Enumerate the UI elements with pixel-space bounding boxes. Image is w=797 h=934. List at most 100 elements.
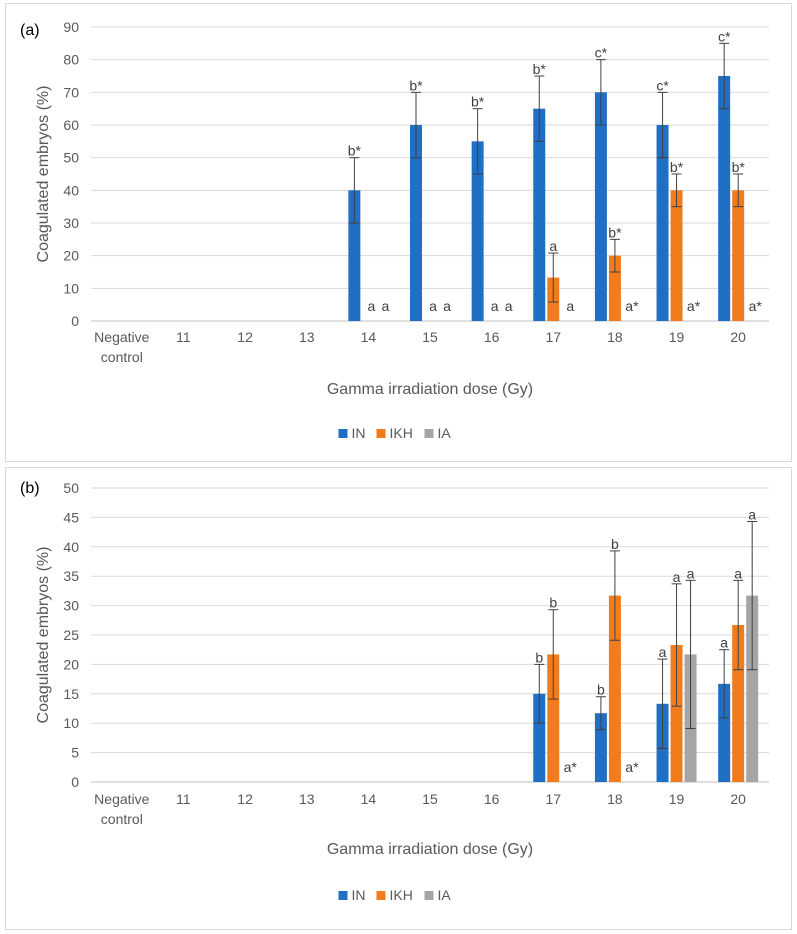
significance-label: a* — [625, 298, 639, 314]
bar-ikh — [671, 190, 683, 321]
legend-swatch-ia — [425, 891, 434, 900]
x-tick-label: 12 — [237, 329, 253, 345]
legend-label-ia: IA — [438, 887, 452, 903]
y-tick-label: 30 — [63, 215, 79, 231]
x-tick-label: 15 — [422, 329, 438, 345]
chart-panel-b: (b) 0 5 10 15 20 25 30 35 40 45 50 Coagulated embryo… — [5, 467, 792, 930]
significance-label: a — [381, 298, 389, 314]
y-tick-label: 60 — [63, 117, 79, 133]
x-tick-label: 17 — [545, 791, 561, 807]
y-tick-label: 50 — [63, 150, 79, 166]
significance-label: a* — [564, 759, 578, 775]
chart-b-svg: (b) 0 5 10 15 20 25 30 35 40 45 50 Coagulated embryo… — [6, 468, 793, 931]
x-tick-label: 20 — [730, 791, 746, 807]
y-axis-title: Coagulated embryos (%) — [35, 547, 52, 724]
significance-label: b* — [533, 61, 547, 77]
x-tick-label: 17 — [545, 329, 561, 345]
significance-label: b — [535, 649, 543, 665]
panel-label: (b) — [20, 480, 40, 497]
legend-label-in: IN — [352, 887, 366, 903]
significance-label: b* — [732, 159, 746, 175]
significance-label: a — [748, 507, 756, 523]
x-tick-label: 14 — [361, 791, 377, 807]
chart-a-svg: (a) 0 10 20 30 40 50 60 70 80 90 Coagulated embryos… — [6, 4, 793, 463]
x-axis-title: Gamma irradiation dose (Gy) — [327, 841, 533, 858]
y-tick-label: 5 — [71, 745, 79, 761]
significance-label: a — [720, 635, 728, 651]
y-tick-label: 50 — [63, 480, 79, 496]
y-tick-label: 30 — [63, 598, 79, 614]
x-tick-label: 18 — [607, 791, 623, 807]
legend-label-ikh: IKH — [390, 887, 413, 903]
legend-label-ikh: IKH — [390, 425, 413, 441]
significance-label: a — [673, 569, 681, 585]
y-tick-label: 70 — [63, 84, 79, 100]
significance-label: c* — [595, 45, 608, 61]
significance-label: c* — [656, 77, 669, 93]
significance-label: a* — [687, 298, 701, 314]
bar-ikh — [732, 190, 744, 321]
y-tick-label: 40 — [63, 539, 79, 555]
x-axis-title: Gamma irradiation dose (Gy) — [327, 381, 533, 398]
significance-label: a* — [749, 298, 763, 314]
significance-label: a — [443, 298, 451, 314]
significance-label: a — [505, 298, 513, 314]
legend-swatch-ikh — [377, 891, 386, 900]
legend-label-in: IN — [352, 425, 366, 441]
significance-label: b* — [409, 77, 423, 93]
x-tick-label: 16 — [484, 791, 500, 807]
chart-panel-a: (a) 0 10 20 30 40 50 60 70 80 90 Coagulated embryos… — [5, 3, 792, 462]
significance-label: a* — [625, 759, 639, 775]
x-tick-label: 11 — [176, 791, 191, 807]
legend-swatch-in — [339, 429, 348, 438]
panel-label: (a) — [20, 22, 40, 39]
y-tick-label: 15 — [63, 686, 79, 702]
x-tick-label: 11 — [176, 329, 191, 345]
y-tick-label: 80 — [63, 52, 79, 68]
significance-label: b — [549, 595, 557, 611]
y-tick-label: 10 — [63, 715, 79, 731]
x-tick-label: 18 — [607, 329, 623, 345]
bar-in — [595, 92, 607, 321]
x-tick-label: Negative control — [94, 329, 149, 365]
legend-swatch-ikh — [377, 429, 386, 438]
y-tick-label: 90 — [63, 19, 79, 35]
x-tick-label: 19 — [669, 791, 685, 807]
y-tick-label: 25 — [63, 627, 79, 643]
significance-label: a — [566, 298, 574, 314]
y-tick-label: 45 — [63, 509, 79, 525]
y-tick-label: 40 — [63, 182, 79, 198]
x-tick-label: 13 — [299, 329, 315, 345]
significance-label: b — [597, 682, 605, 698]
y-tick-label: 20 — [63, 248, 79, 264]
y-tick-label: 10 — [63, 280, 79, 296]
significance-label: a — [367, 298, 375, 314]
x-tick-label: 19 — [669, 329, 685, 345]
significance-label: a — [659, 644, 667, 660]
y-tick-label: 35 — [63, 568, 79, 584]
x-tick-label: 20 — [730, 329, 746, 345]
y-axis-title: Coagulated embryos (%) — [35, 86, 52, 263]
bar-in — [718, 76, 730, 321]
y-tick-label: 20 — [63, 656, 79, 672]
legend-swatch-in — [339, 891, 348, 900]
significance-label: a — [734, 565, 742, 581]
x-tick-label: Negative control — [94, 791, 149, 827]
legend-label-ia: IA — [438, 425, 452, 441]
x-tick-label: 14 — [361, 329, 377, 345]
x-tick-label: 16 — [484, 329, 500, 345]
significance-label: a — [549, 238, 557, 254]
x-tick-label: 15 — [422, 791, 438, 807]
significance-label: b — [611, 536, 619, 552]
significance-label: b* — [348, 143, 362, 159]
significance-label: a — [491, 298, 499, 314]
x-tick-label: 13 — [299, 791, 315, 807]
significance-label: a — [687, 565, 695, 581]
legend-swatch-ia — [425, 429, 434, 438]
y-tick-label: 0 — [71, 774, 79, 790]
significance-label: b* — [608, 224, 622, 240]
significance-label: b* — [670, 159, 684, 175]
y-tick-label: 0 — [71, 313, 79, 329]
x-tick-label: 12 — [237, 791, 253, 807]
significance-label: b* — [471, 94, 485, 110]
